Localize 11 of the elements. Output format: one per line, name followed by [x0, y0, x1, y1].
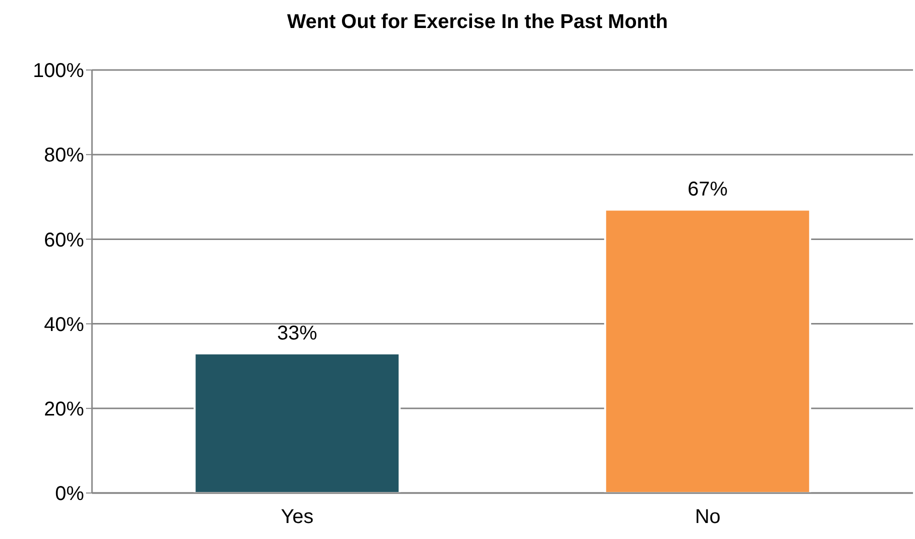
y-tick-label: 80% [44, 144, 84, 167]
y-tick-label: 0% [55, 483, 84, 506]
y-tick-label: 60% [44, 229, 84, 252]
y-tick-label: 100% [32, 60, 84, 82]
data-label: 33% [277, 322, 318, 344]
chart-title: Went Out for Exercise In the Past Month [286, 10, 669, 35]
x-tick-label: Yes [280, 506, 314, 528]
y-tick-label: 20% [44, 398, 84, 420]
y-tick-label: 40% [44, 314, 84, 336]
data-label: 67% [688, 178, 728, 201]
x-tick-label: No [694, 506, 721, 528]
